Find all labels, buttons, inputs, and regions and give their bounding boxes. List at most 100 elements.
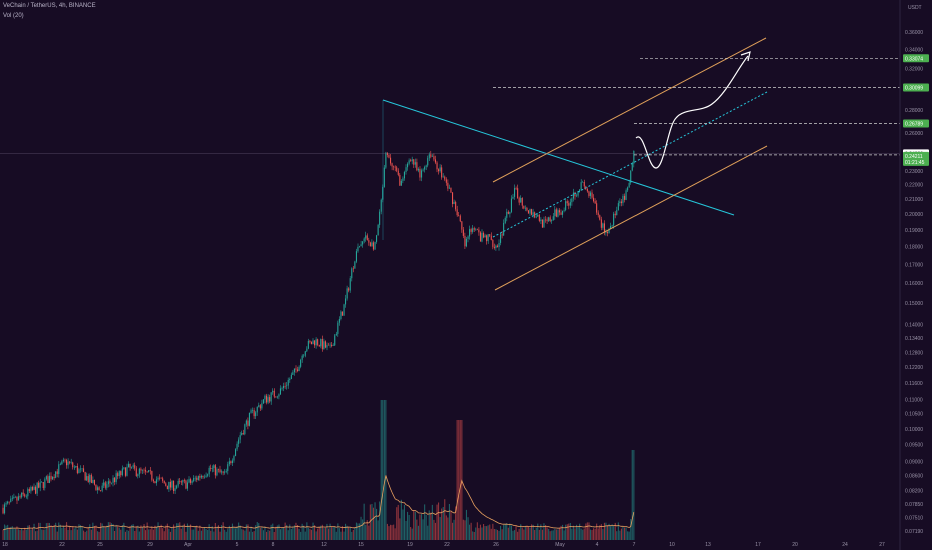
volume-bar [616,531,618,540]
volume-bar [596,523,598,540]
price-axis[interactable] [900,0,932,550]
candle-body [110,482,112,484]
time-tick-label: 22 [59,542,65,548]
candle-body [368,240,370,243]
volume-bar [140,525,142,540]
candle-body [441,167,443,178]
volume-bar [107,522,109,540]
volume-bar [493,529,495,540]
volume-bar [470,522,472,540]
volume-bar [577,526,579,540]
volume-bar [202,528,204,540]
candle-body [39,482,41,488]
volume-bar [104,527,106,540]
volume-bar [219,531,221,540]
candle-body [207,474,209,476]
candle-body [417,168,419,171]
volume-bar [422,519,424,540]
volume-bar [424,504,426,540]
candle-body [128,463,130,468]
candle-body [549,217,551,222]
candle-body [616,210,618,216]
volume-bar [182,525,184,540]
volume-bar [5,525,7,540]
volume-bar [31,528,33,540]
volume-bar [225,531,227,540]
candle-body [83,468,85,473]
candle-body [199,476,201,478]
candle-body [112,477,114,483]
volume-bar [298,529,300,540]
volume-bar [300,531,302,540]
candle-body [345,298,347,305]
volume-bar [386,523,388,540]
volume-bar [484,526,486,540]
candle-body [64,459,66,461]
candle-body [554,209,556,217]
volume-bar [611,524,613,540]
volume-bar [244,530,246,540]
candle-body [205,475,207,477]
volume-bar [552,530,554,540]
candle-body [469,229,471,237]
volume-bar [608,523,610,540]
candle-body [583,182,585,187]
volume-bar [527,526,529,540]
candle-body [371,242,373,247]
candle-body [586,189,588,192]
candle-body [334,335,336,346]
volume-bar [100,522,102,540]
volume-bar [253,531,255,540]
volume-bar [565,524,567,540]
candle-body [252,410,254,411]
candle-body [157,477,159,480]
candle-body [431,156,433,157]
volume-bar [442,507,444,540]
volume-bar [287,530,289,540]
volume-bar [410,527,412,540]
volume-bar [548,529,550,540]
volume-bar [569,523,571,540]
time-tick-label: May [555,542,565,548]
channel-lower-line[interactable] [494,145,768,291]
candle-body [93,480,95,485]
candle-body [259,405,261,409]
volume-bar [295,522,297,540]
volume-bar [400,499,402,540]
candle-body [551,220,553,222]
volume-bar [2,529,4,540]
candle-body [484,235,486,238]
volume-bar [41,529,43,540]
volume-bar [340,531,342,540]
volume-bar [341,526,343,540]
candle-body [258,405,260,407]
volume-bar [196,525,198,540]
candle-body [264,395,266,400]
candle-body [428,154,430,159]
channel-upper-line[interactable] [492,37,767,183]
levels-layer [0,57,900,156]
time-tick-label: 25 [97,542,103,548]
projection-path[interactable] [635,55,749,169]
candle-body [222,471,224,473]
volume-bar [166,523,168,540]
candle-body [328,344,330,346]
volume-bar [514,530,516,540]
volume-bar [279,529,281,540]
candle-body [515,188,517,189]
time-tick-label: Apr [184,542,192,548]
candle-body [501,234,503,236]
candle-body [287,380,289,386]
candle-body [21,492,23,498]
volume-bar [483,524,485,540]
volume-bar [441,508,443,540]
candle-body [176,485,178,489]
volume-bar [281,527,283,540]
volume-bar [197,530,199,540]
price-level-badge [903,119,929,128]
wedge-resistance-line[interactable] [382,99,735,216]
candle-body [324,341,326,348]
candle-body [67,461,69,466]
candle-body [610,226,612,229]
